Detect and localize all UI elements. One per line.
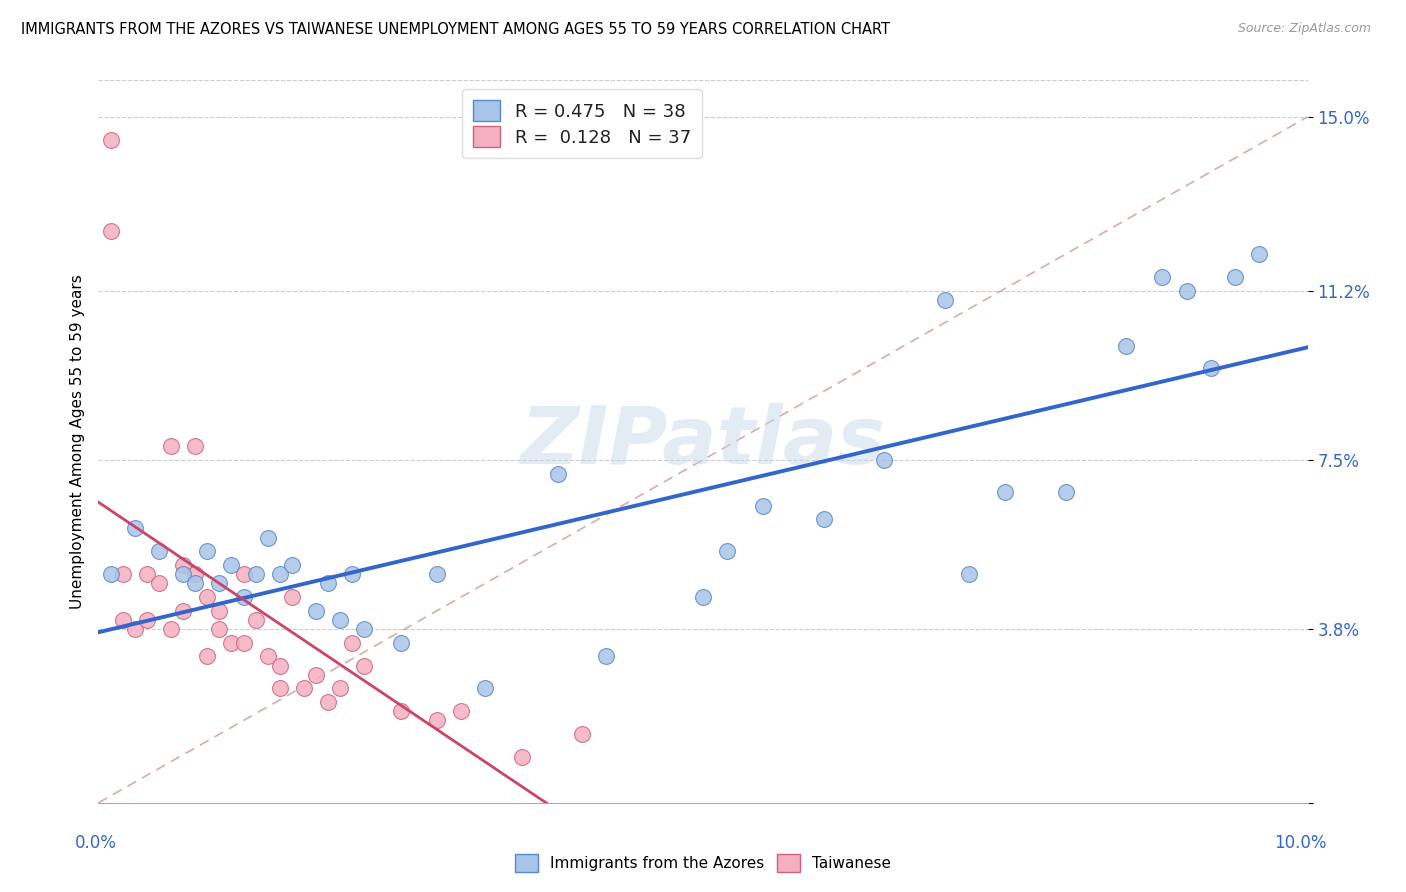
Point (148, 544, 170, 558)
Point (716, 544, 738, 558)
Point (135, 613, 157, 627)
Point (389, 704, 412, 718)
Point (124, 521, 146, 535)
Point (232, 636, 254, 650)
Point (813, 512, 835, 526)
Point (342, 636, 364, 650)
Point (172, 558, 194, 572)
Text: Source: ZipAtlas.com: Source: ZipAtlas.com (1237, 22, 1371, 36)
Point (195, 590, 218, 604)
Y-axis label: Unemployment Among Ages 55 to 59 years: Unemployment Among Ages 55 to 59 years (69, 274, 84, 609)
Point (172, 604, 194, 618)
Point (329, 681, 352, 696)
Point (281, 558, 304, 572)
Point (692, 590, 714, 604)
Text: ZIPatlas: ZIPatlas (520, 402, 886, 481)
Point (281, 590, 304, 604)
Point (426, 714, 449, 728)
Point (426, 567, 449, 582)
Point (208, 576, 231, 591)
Point (389, 636, 412, 650)
Point (221, 558, 243, 572)
Point (269, 658, 291, 673)
Point (353, 658, 375, 673)
Point (342, 567, 364, 582)
Point (1152, 269, 1174, 284)
Point (269, 567, 291, 582)
Point (245, 613, 267, 627)
Text: IMMIGRANTS FROM THE AZORES VS TAIWANESE UNEMPLOYMENT AMONG AGES 55 TO 59 YEARS C: IMMIGRANTS FROM THE AZORES VS TAIWANESE … (21, 22, 890, 37)
Point (232, 567, 254, 582)
Point (195, 544, 218, 558)
Point (873, 453, 896, 467)
Point (100, 133, 122, 147)
Point (292, 681, 315, 696)
Point (752, 499, 775, 513)
Legend: Immigrants from the Azores, Taiwanese: Immigrants from the Azores, Taiwanese (509, 848, 897, 878)
Point (269, 681, 291, 696)
Point (256, 531, 278, 545)
Point (184, 576, 207, 591)
Point (208, 604, 231, 618)
Point (135, 567, 157, 582)
Point (316, 576, 339, 591)
Point (353, 622, 375, 636)
Point (184, 439, 207, 453)
Point (160, 439, 183, 453)
Point (256, 649, 278, 664)
Point (571, 727, 593, 741)
Point (450, 704, 472, 718)
Legend: R = 0.475   N = 38, R =  0.128   N = 37: R = 0.475 N = 38, R = 0.128 N = 37 (463, 89, 702, 158)
Point (1199, 361, 1222, 376)
Point (329, 613, 352, 627)
Point (111, 613, 134, 627)
Point (1115, 338, 1137, 352)
Point (160, 622, 183, 636)
Point (305, 604, 328, 618)
Point (474, 681, 496, 696)
Point (195, 649, 218, 664)
Point (1054, 484, 1077, 499)
Point (1223, 269, 1246, 284)
Point (100, 224, 122, 238)
Point (221, 636, 243, 650)
Point (184, 567, 207, 582)
Point (547, 467, 569, 481)
Point (934, 293, 956, 307)
Text: 0.0%: 0.0% (75, 834, 117, 852)
Text: 10.0%: 10.0% (1274, 834, 1327, 852)
Point (595, 649, 617, 664)
Point (172, 567, 194, 582)
Point (245, 567, 267, 582)
Point (994, 484, 1017, 499)
Point (510, 750, 533, 764)
Point (316, 695, 339, 709)
Point (124, 622, 146, 636)
Point (305, 667, 328, 681)
Point (957, 567, 980, 582)
Point (232, 590, 254, 604)
Point (1175, 284, 1198, 298)
Point (148, 576, 170, 591)
Point (1249, 247, 1271, 261)
Point (100, 567, 122, 582)
Point (208, 622, 231, 636)
Point (111, 567, 134, 582)
